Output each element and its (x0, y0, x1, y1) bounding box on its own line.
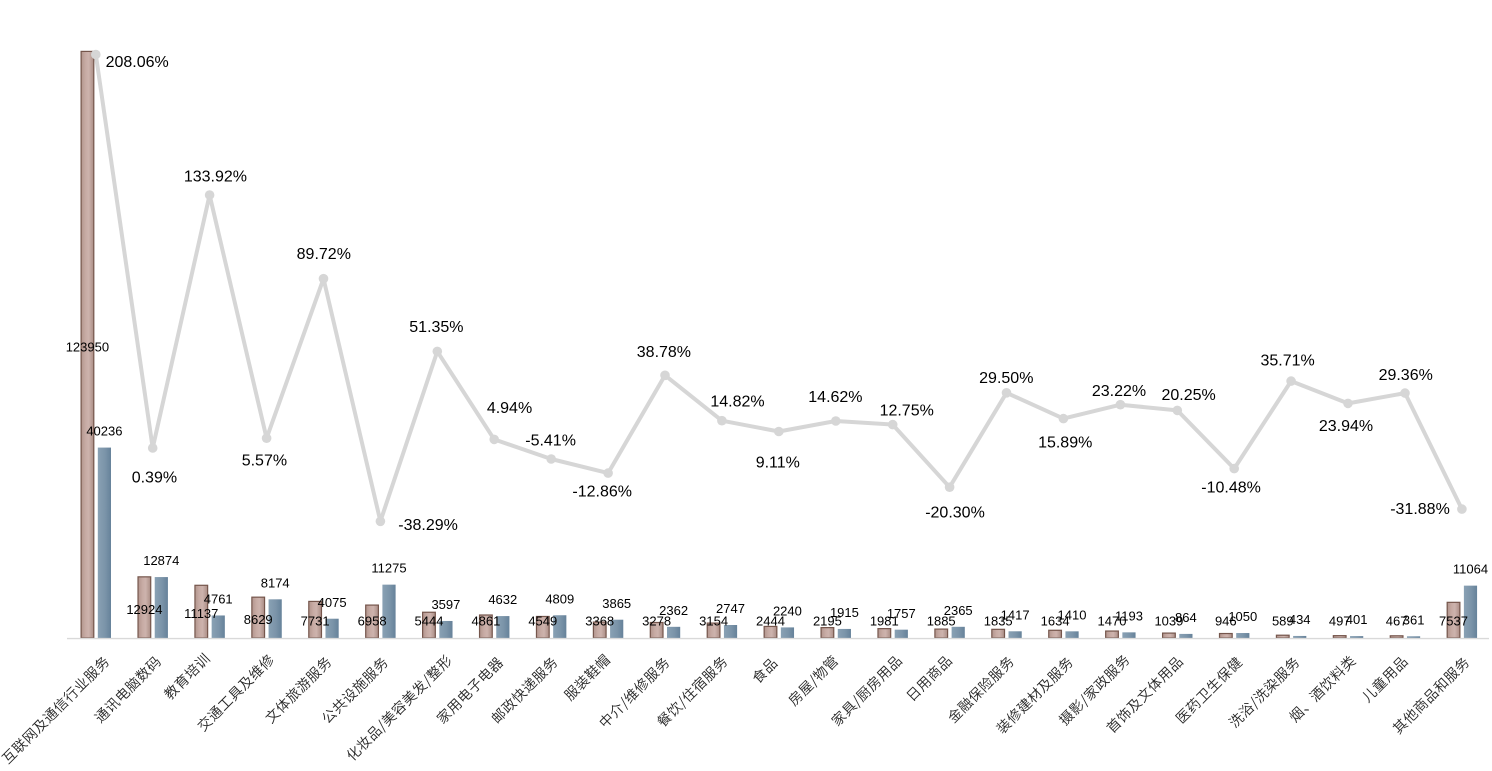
svg-text:2362: 2362 (659, 603, 688, 618)
svg-text:1885: 1885 (927, 614, 956, 629)
svg-text:23.94%: 23.94% (1319, 418, 1373, 435)
svg-text:1050: 1050 (1228, 609, 1257, 624)
svg-text:123950: 123950 (66, 339, 109, 354)
svg-text:0.39%: 0.39% (132, 469, 177, 486)
svg-text:12924: 12924 (126, 602, 162, 617)
svg-text:3597: 3597 (431, 597, 460, 612)
svg-text:4861: 4861 (471, 614, 500, 629)
svg-text:14.82%: 14.82% (710, 393, 764, 410)
svg-text:1981: 1981 (870, 614, 899, 629)
svg-text:51.35%: 51.35% (409, 319, 463, 336)
svg-text:38.78%: 38.78% (637, 344, 691, 361)
svg-text:11275: 11275 (371, 561, 406, 576)
svg-text:3154: 3154 (699, 614, 728, 629)
svg-text:20.25%: 20.25% (1161, 387, 1215, 404)
svg-text:12874: 12874 (143, 553, 179, 568)
svg-text:11064: 11064 (1453, 562, 1488, 577)
svg-text:1634: 1634 (1041, 614, 1070, 629)
svg-text:23.22%: 23.22% (1092, 383, 1146, 400)
svg-text:208.06%: 208.06% (106, 54, 169, 71)
svg-text:4549: 4549 (528, 614, 557, 629)
svg-text:-10.48%: -10.48% (1201, 480, 1261, 497)
svg-text:2444: 2444 (756, 614, 785, 629)
svg-text:2365: 2365 (944, 603, 973, 618)
svg-text:4809: 4809 (545, 591, 574, 606)
svg-text:8174: 8174 (261, 575, 290, 590)
svg-text:7731: 7731 (301, 614, 330, 629)
svg-text:6958: 6958 (358, 614, 387, 629)
svg-text:401: 401 (1346, 612, 1368, 627)
svg-text:4761: 4761 (204, 592, 233, 607)
svg-text:3278: 3278 (642, 614, 671, 629)
svg-text:1193: 1193 (1115, 609, 1143, 624)
svg-text:2747: 2747 (716, 601, 745, 616)
svg-text:864: 864 (1175, 610, 1197, 625)
svg-text:4.94%: 4.94% (487, 400, 532, 417)
svg-text:1757: 1757 (887, 606, 916, 621)
svg-text:3368: 3368 (585, 614, 614, 629)
svg-text:4075: 4075 (318, 595, 347, 610)
svg-text:7537: 7537 (1439, 614, 1468, 629)
svg-text:1410: 1410 (1058, 607, 1087, 622)
svg-text:8629: 8629 (244, 612, 273, 627)
svg-text:29.50%: 29.50% (979, 370, 1033, 387)
svg-text:4632: 4632 (488, 592, 517, 607)
svg-text:2195: 2195 (813, 614, 842, 629)
svg-text:1835: 1835 (984, 614, 1013, 629)
svg-text:12.75%: 12.75% (880, 403, 934, 420)
svg-text:589: 589 (1272, 614, 1294, 629)
svg-text:467: 467 (1386, 614, 1408, 629)
svg-text:-5.41%: -5.41% (525, 433, 576, 450)
svg-text:-12.86%: -12.86% (572, 483, 632, 500)
svg-text:1417: 1417 (1001, 607, 1030, 622)
svg-text:361: 361 (1403, 612, 1425, 627)
svg-text:40236: 40236 (86, 424, 122, 439)
svg-text:946: 946 (1215, 614, 1237, 629)
svg-text:15.89%: 15.89% (1038, 434, 1092, 451)
svg-text:497: 497 (1329, 614, 1351, 629)
svg-text:5.57%: 5.57% (242, 453, 287, 470)
svg-text:11137: 11137 (184, 606, 218, 621)
svg-text:3865: 3865 (602, 596, 631, 611)
svg-text:-38.29%: -38.29% (398, 517, 458, 534)
svg-text:1915: 1915 (830, 605, 859, 620)
svg-text:5444: 5444 (415, 614, 444, 629)
svg-text:9.11%: 9.11% (756, 455, 800, 472)
svg-text:434: 434 (1289, 612, 1311, 627)
svg-text:89.72%: 89.72% (297, 246, 351, 263)
svg-text:35.71%: 35.71% (1260, 353, 1314, 370)
svg-text:-31.88%: -31.88% (1390, 501, 1450, 518)
svg-text:-20.30%: -20.30% (925, 504, 985, 521)
svg-text:2240: 2240 (773, 604, 802, 619)
svg-text:1470: 1470 (1098, 614, 1127, 629)
svg-text:1039: 1039 (1154, 614, 1183, 629)
svg-text:14.62%: 14.62% (808, 389, 862, 406)
svg-text:133.92%: 133.92% (184, 168, 247, 185)
svg-text:29.36%: 29.36% (1379, 367, 1433, 384)
